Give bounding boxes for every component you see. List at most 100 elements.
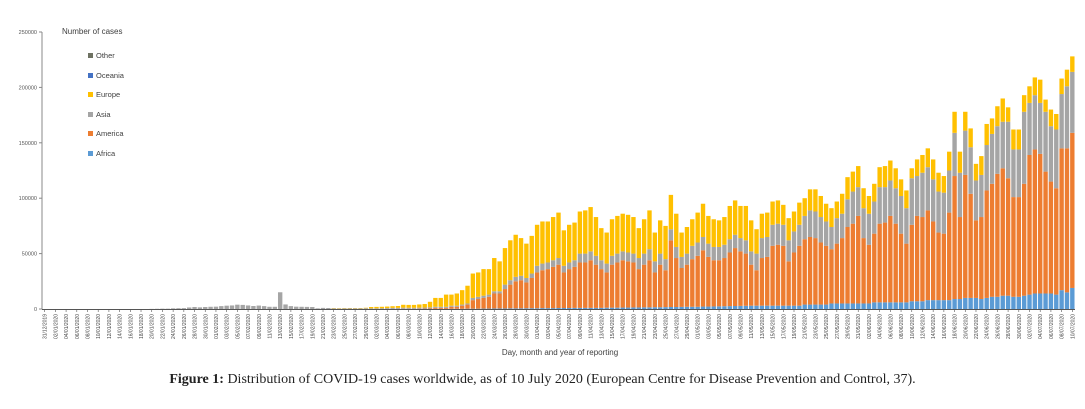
bar-asia-62	[374, 308, 379, 309]
bar-asia-177	[989, 133, 995, 184]
bar-africa-110	[631, 307, 636, 309]
x-tick-label: 10/03/2020	[417, 314, 423, 339]
bar-africa-133	[754, 305, 759, 309]
bar-europe-116	[663, 225, 668, 260]
bar-america-162	[909, 224, 914, 302]
bar-europe-140	[791, 211, 797, 232]
bar-asia-175	[979, 174, 984, 218]
bar-america-93	[540, 270, 545, 309]
bar-africa-132	[748, 305, 754, 309]
bar-asia-167	[936, 191, 941, 233]
bar-america-113	[647, 260, 652, 308]
bar-africa-129	[732, 306, 738, 309]
bar-africa-159	[893, 302, 898, 309]
bar-asia-107	[615, 253, 620, 263]
bar-africa-134	[759, 305, 765, 309]
bar-europe-82	[481, 269, 486, 296]
bar-europe-148	[834, 201, 840, 219]
bar-america-120	[684, 264, 690, 307]
legend-item-other: Other	[62, 46, 124, 66]
bar-africa-120	[684, 306, 690, 309]
x-tick-label: 10/07/2020	[1070, 314, 1076, 339]
bar-europe-92	[534, 224, 540, 266]
x-tick-label: 17/05/2020	[781, 314, 787, 339]
bar-europe-141	[797, 202, 802, 225]
x-tick-label: 24/01/2020	[171, 314, 177, 339]
bar-asia-153	[861, 208, 866, 239]
bar-america-168	[941, 233, 947, 301]
bar-asia-121	[690, 245, 695, 260]
bar-africa-127	[722, 306, 727, 309]
bar-america-144	[813, 238, 818, 305]
bar-europe-114	[652, 232, 658, 262]
bar-asia-76	[449, 305, 454, 307]
bar-europe-147	[829, 208, 834, 228]
legend-swatch	[88, 53, 93, 59]
x-tick-label: 28/03/2020	[514, 314, 520, 339]
bar-asia-180	[1005, 121, 1011, 179]
bar-africa-187	[1043, 293, 1048, 309]
bar-asia-148	[834, 218, 840, 244]
bar-africa-135	[765, 305, 770, 309]
bar-europe-129	[732, 200, 738, 235]
bar-asia-156	[877, 187, 882, 224]
x-tick-label: 02/07/2020	[1028, 314, 1034, 339]
bar-asia-149	[839, 213, 845, 239]
bar-europe-77	[454, 293, 459, 306]
x-tick-label: 09/05/2020	[738, 314, 744, 339]
x-tick-label: 03/05/2020	[706, 314, 712, 339]
legend: Number of cases Other Oceania Europe Asia Am…	[62, 27, 124, 163]
bar-europe-179	[1000, 98, 1005, 122]
bar-africa-122	[695, 306, 700, 309]
bar-europe-80	[470, 273, 476, 298]
bar-africa-126	[716, 306, 722, 309]
bar-america-142	[802, 239, 807, 305]
bar-asia-96	[556, 258, 561, 265]
bar-asia-106	[609, 255, 615, 265]
bar-asia-176	[984, 145, 989, 191]
bar-asia-47	[294, 306, 299, 309]
bar-asia-63	[379, 308, 385, 309]
bar-america-140	[791, 252, 797, 306]
x-tick-label: 25/05/2020	[824, 314, 830, 339]
bar-asia-57	[347, 308, 352, 309]
bar-america-134	[759, 258, 765, 306]
x-tick-label: 17/02/2020	[300, 314, 306, 339]
bar-africa-141	[797, 305, 802, 309]
bar-america-138	[781, 245, 786, 306]
bar-europe-78	[459, 290, 465, 305]
x-tick-label: 14/01/2020	[118, 314, 124, 339]
bar-america-123	[700, 250, 706, 307]
bar-africa-128	[727, 306, 732, 309]
bar-asia-123	[700, 236, 706, 251]
bar-asia-40	[256, 305, 261, 309]
bar-asia-135	[765, 236, 770, 257]
bar-asia-165	[925, 167, 931, 211]
bar-asia-164	[920, 172, 925, 218]
bar-asia-127	[722, 244, 727, 259]
legend-swatch	[88, 72, 93, 78]
x-tick-label: 21/02/2020	[321, 314, 327, 339]
bar-asia-60	[363, 308, 369, 309]
bar-asia-52	[320, 307, 326, 309]
bar-africa-92	[534, 308, 540, 309]
bar-africa-181	[1011, 296, 1016, 309]
bar-asia-90	[524, 277, 529, 283]
bar-africa-90	[524, 308, 529, 309]
bar-europe-119	[679, 232, 684, 257]
bar-america-163	[914, 215, 920, 302]
bar-america-130	[738, 251, 743, 306]
bar-europe-66	[395, 306, 401, 308]
bar-america-119	[679, 268, 684, 307]
x-tick-label: 20/06/2020	[963, 314, 969, 339]
x-tick-label: 08/01/2020	[85, 314, 91, 339]
bar-asia-174	[973, 180, 979, 221]
bar-america-192	[1070, 132, 1075, 288]
x-tick-label: 14/06/2020	[931, 314, 937, 339]
bar-asia-159	[893, 188, 898, 224]
bar-europe-125	[711, 219, 716, 247]
bar-europe-108	[620, 213, 625, 252]
bar-asia-80	[470, 297, 476, 301]
bars-group	[149, 56, 1075, 310]
bar-asia-34	[224, 305, 229, 309]
